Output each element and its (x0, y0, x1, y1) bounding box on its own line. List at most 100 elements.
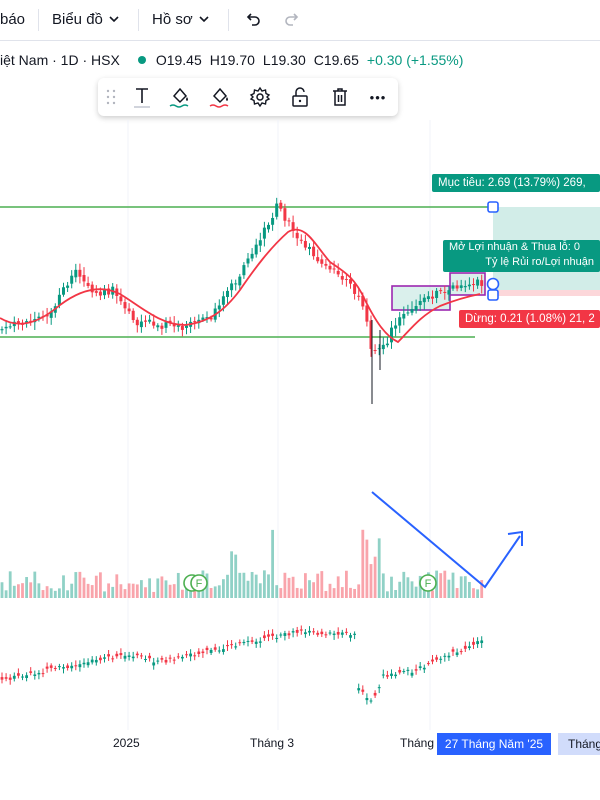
indicator-candle (189, 653, 192, 657)
candle-body (283, 208, 287, 221)
price-chart[interactable]: F F (0, 120, 600, 730)
volume-bar (168, 584, 172, 598)
chevron-down-icon (199, 0, 209, 40)
volume-bar (135, 584, 139, 598)
volume-bar (267, 574, 270, 598)
volume-bar (439, 573, 443, 598)
candle-body (238, 276, 242, 286)
indicator-candle (443, 655, 447, 657)
target-handle[interactable] (487, 201, 499, 213)
candle-body (406, 312, 410, 314)
indicator-candle (369, 700, 373, 702)
more-icon[interactable]: ••• (369, 89, 387, 105)
profile-menu[interactable]: Hồ sơ (152, 0, 209, 40)
volume-bar (324, 590, 328, 598)
stop-handle[interactable] (487, 289, 499, 301)
indicator-candle (299, 629, 303, 631)
candle-body (418, 300, 422, 305)
volume-bar (4, 590, 8, 598)
text-icon[interactable] (128, 83, 156, 111)
grid-lines (127, 120, 431, 730)
delete-icon[interactable] (326, 83, 354, 111)
volume-bar (402, 571, 406, 598)
volume-bar (160, 576, 164, 598)
stop-label[interactable]: Dừng: 0.21 (1.08%) 21, 2 (459, 310, 600, 328)
indicator-candle (94, 659, 98, 663)
indicator-candle (410, 672, 414, 676)
symbol-title[interactable]: iệt Nam · 1D · HSX (0, 52, 120, 68)
indicator-candle (295, 629, 299, 633)
candle-body (414, 306, 418, 311)
indicator-candle (193, 655, 197, 657)
pnl-label-box[interactable]: Mở Lợi nhuận & Thua lỗ: 0 Tỷ lệ Rủi ro/L… (443, 240, 600, 272)
candle-body (226, 290, 229, 297)
indicator-candle (328, 632, 332, 634)
volume-bar (279, 588, 283, 598)
entry-handle[interactable] (486, 277, 500, 291)
candle-body (377, 348, 381, 350)
indicator-candle (459, 651, 463, 653)
indicator-candle (168, 657, 172, 659)
candle-body (78, 269, 82, 277)
candle-body (443, 291, 447, 293)
volume-bar (328, 583, 332, 598)
indicator-candle (99, 657, 102, 661)
candle-body (4, 326, 8, 329)
candle-body (74, 269, 78, 278)
redo-icon[interactable] (282, 10, 302, 30)
drag-handle-icon[interactable] (102, 83, 120, 111)
f-marker[interactable]: F (419, 574, 437, 592)
chart-menu[interactable]: Biểu đồ (52, 0, 119, 40)
candle-body (463, 286, 467, 288)
candle-body (164, 322, 168, 328)
volume-bar (291, 576, 295, 598)
candle-body (57, 294, 61, 306)
candle-body (336, 270, 340, 275)
moving-average-line[interactable] (0, 228, 481, 344)
fill-color-icon[interactable] (166, 83, 194, 111)
toolbar-divider (38, 9, 39, 31)
indicator-candle (82, 662, 86, 665)
indicator-candle (373, 692, 377, 696)
undo-icon[interactable] (243, 10, 263, 30)
line-color-icon[interactable] (206, 83, 234, 111)
indicator-candle (254, 641, 258, 644)
indicator-candle (439, 658, 443, 660)
volume-bar (99, 572, 102, 598)
volume-bar (283, 572, 287, 598)
indicator-candle (361, 689, 365, 692)
volume-bar (213, 586, 217, 598)
lock-icon[interactable] (286, 83, 314, 111)
indicator-candle (205, 647, 209, 651)
volume-bar (361, 529, 365, 598)
volume-bar (127, 583, 131, 598)
indicator-candle (435, 657, 438, 660)
volume-bar (472, 588, 475, 598)
candle-body (82, 275, 86, 282)
indicator-candle (386, 675, 389, 677)
candle-body (361, 295, 365, 307)
profile-menu-label: Hồ sơ (152, 11, 193, 28)
candle-body (447, 290, 451, 295)
indicator-candle (394, 674, 397, 677)
volume-bar (263, 570, 266, 598)
breakout-rectangle[interactable] (449, 272, 486, 296)
chevron-down-icon (109, 0, 119, 40)
trend-arrow[interactable] (371, 491, 521, 589)
candle-body (349, 279, 352, 284)
settings-icon[interactable] (246, 83, 274, 111)
target-label[interactable]: Mục tiêu: 2.69 (13.79%) 269, (432, 174, 600, 192)
candle-body (148, 319, 152, 322)
f-marker[interactable]: F (183, 574, 208, 592)
reports-menu[interactable]: báo (0, 0, 25, 40)
indicator-candle (78, 664, 82, 668)
volume-bar (74, 572, 78, 598)
indicator-candle (381, 674, 385, 676)
candle-body (123, 302, 127, 309)
indicator-candle (176, 656, 180, 658)
indicator-candle (451, 649, 455, 652)
indicator-candle (0, 677, 4, 680)
indicator-candle (365, 698, 369, 701)
ohlc-high: H19.70 (209, 52, 255, 68)
indicator-candle (267, 634, 270, 637)
